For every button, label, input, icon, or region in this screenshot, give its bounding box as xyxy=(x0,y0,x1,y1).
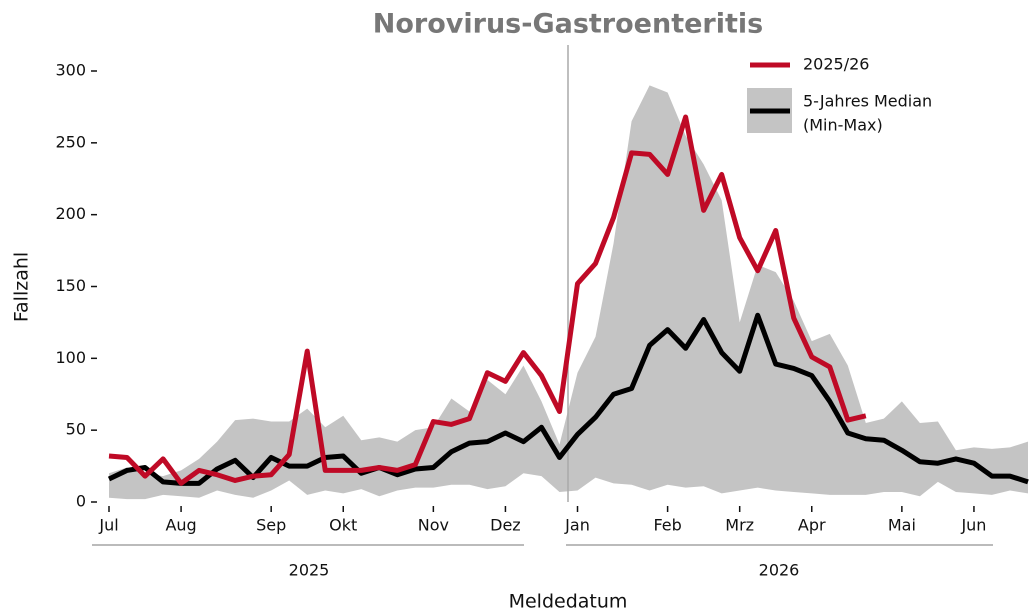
y-tick-label: 200 xyxy=(55,204,86,223)
legend-label: 5-Jahres Median xyxy=(803,92,932,111)
x-tick-label: Mai xyxy=(888,516,916,535)
x-tick-label: Sep xyxy=(256,516,286,535)
legend-label: (Min-Max) xyxy=(803,116,883,135)
x-tick-label: Apr xyxy=(798,516,826,535)
x-tick-label: Feb xyxy=(653,516,681,535)
chart-title: Norovirus-Gastroenteritis xyxy=(373,9,763,40)
x-tick-label: Aug xyxy=(165,516,196,535)
x-tick-label: Nov xyxy=(418,516,449,535)
x-tick-label: Okt xyxy=(329,516,357,535)
x-tick-label: Jan xyxy=(564,516,590,535)
line xyxy=(108,114,867,486)
y-tick-label: 250 xyxy=(55,132,86,151)
min-max-band xyxy=(109,85,1028,500)
year-label: 2025 xyxy=(289,561,330,580)
y-tick-label: 100 xyxy=(55,348,86,367)
y-tick-label: 300 xyxy=(55,61,86,80)
x-tick-label: Jul xyxy=(98,516,118,535)
legend-label: 2025/26 xyxy=(803,55,869,74)
x-tick-label: Jun xyxy=(960,516,986,535)
y-tick-label: 150 xyxy=(55,276,86,295)
year-label: 2026 xyxy=(759,561,800,580)
y-axis-label: Fallzahl xyxy=(11,252,33,322)
y-tick-label: 50 xyxy=(66,420,86,439)
y-tick-label: 0 xyxy=(76,492,86,511)
x-tick-label: Dez xyxy=(490,516,521,535)
x-axis-label: Meldedatum xyxy=(509,591,628,613)
line xyxy=(107,312,1029,486)
x-tick-label: Mrz xyxy=(725,516,754,535)
